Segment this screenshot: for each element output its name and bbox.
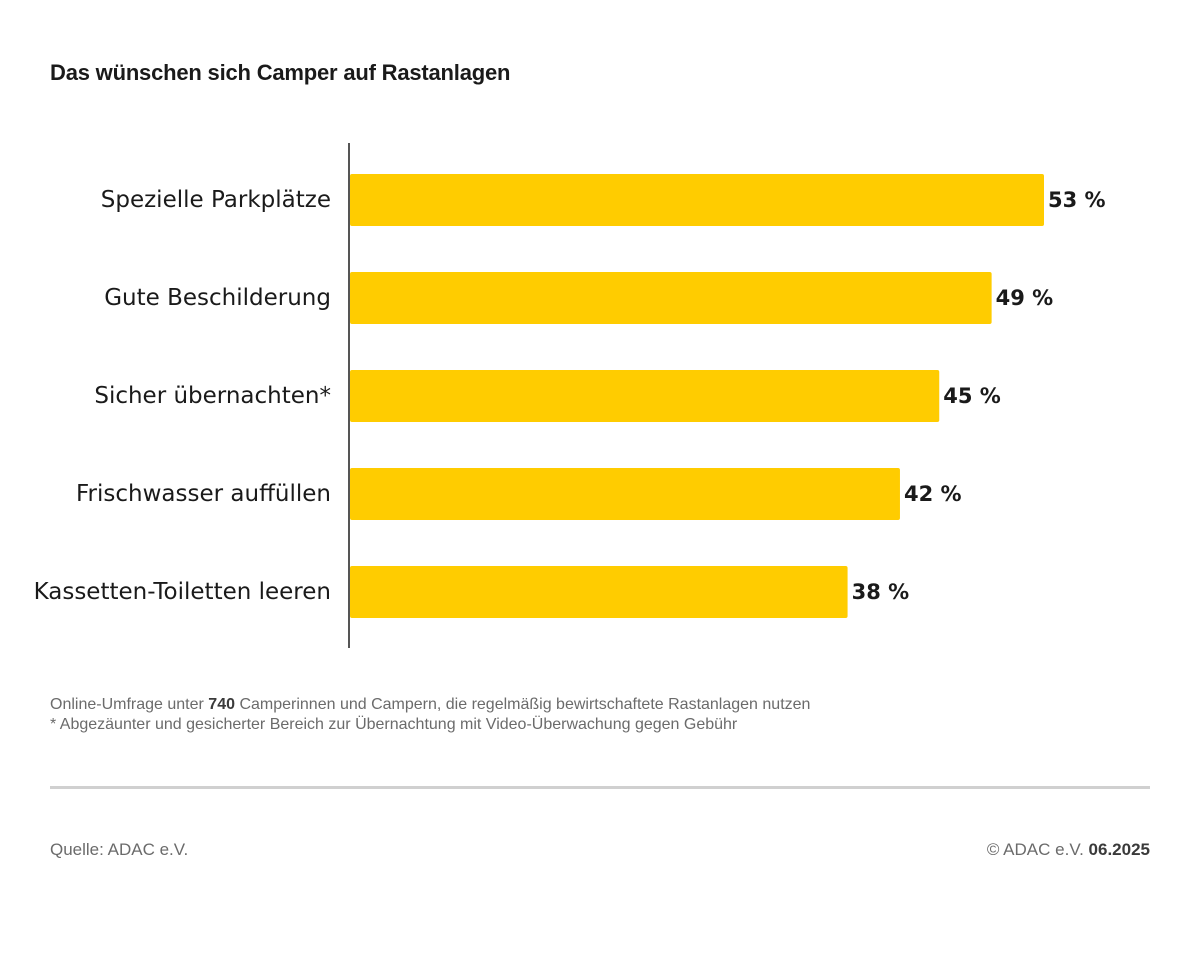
copyright-date: 06.2025 <box>1088 840 1150 859</box>
category-label: Spezielle Parkplätze <box>101 187 331 213</box>
bar <box>350 174 1044 226</box>
value-label: 42 % <box>904 482 962 506</box>
survey-note: Online-Umfrage unter 740 Camperinnen und… <box>50 696 810 714</box>
bar-chart: Spezielle Parkplätze 53 % Gute Beschilderu… <box>34 143 1106 648</box>
category-label: Gute Beschilderung <box>104 285 331 311</box>
bar <box>350 272 992 324</box>
bar <box>350 468 900 520</box>
divider <box>50 786 1150 789</box>
survey-note-number: 740 <box>208 696 235 713</box>
value-label: 38 % <box>852 580 910 604</box>
survey-note-prefix: Online-Umfrage unter <box>50 696 209 713</box>
category-label: Sicher übernachten* <box>94 383 331 409</box>
survey-note-suffix: Camperinnen und Campern, die regelmäßig … <box>235 696 811 713</box>
bar <box>350 566 848 618</box>
copyright-label: © ADAC e.V. 06.2025 <box>987 840 1150 860</box>
chart-title: Das wünschen sich Camper auf Rastanlagen <box>50 60 511 85</box>
source-label: Quelle: ADAC e.V. <box>50 840 189 859</box>
value-label: 49 % <box>996 286 1054 310</box>
value-label: 53 % <box>1048 188 1106 212</box>
bar <box>350 370 940 422</box>
copyright-text: © ADAC e.V. <box>986 840 1089 859</box>
footnote: * Abgezäunter und gesicherter Bereich zu… <box>50 716 738 733</box>
category-label: Kassetten-Toiletten leeren <box>34 579 331 605</box>
value-label: 45 % <box>943 384 1001 408</box>
category-label: Frischwasser auffüllen <box>76 481 331 507</box>
